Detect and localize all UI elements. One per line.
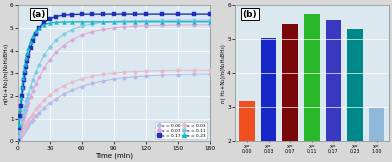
Bar [347,29,363,141]
Y-axis label: n( H₂+N₂)/n(N₂H₄BH₃): n( H₂+N₂)/n(N₂H₄BH₃) [221,44,226,103]
Legend: x = 0.00, x = 0.07, x = 0.17, x = 0.03, x = 0.11, x = 0.23: x = 0.00, x = 0.07, x = 0.17, x = 0.03, … [156,122,207,139]
X-axis label: Time (min): Time (min) [95,152,133,159]
Bar [369,108,385,141]
Y-axis label: n(H₂+N₂)/n(N₂H₄BH₃): n(H₂+N₂)/n(N₂H₄BH₃) [4,43,9,104]
Text: (a): (a) [31,10,45,19]
Bar [261,38,276,141]
Bar [326,20,341,141]
Bar [239,101,255,141]
Bar [282,24,298,141]
Text: (b): (b) [243,10,258,19]
Bar [304,14,319,141]
